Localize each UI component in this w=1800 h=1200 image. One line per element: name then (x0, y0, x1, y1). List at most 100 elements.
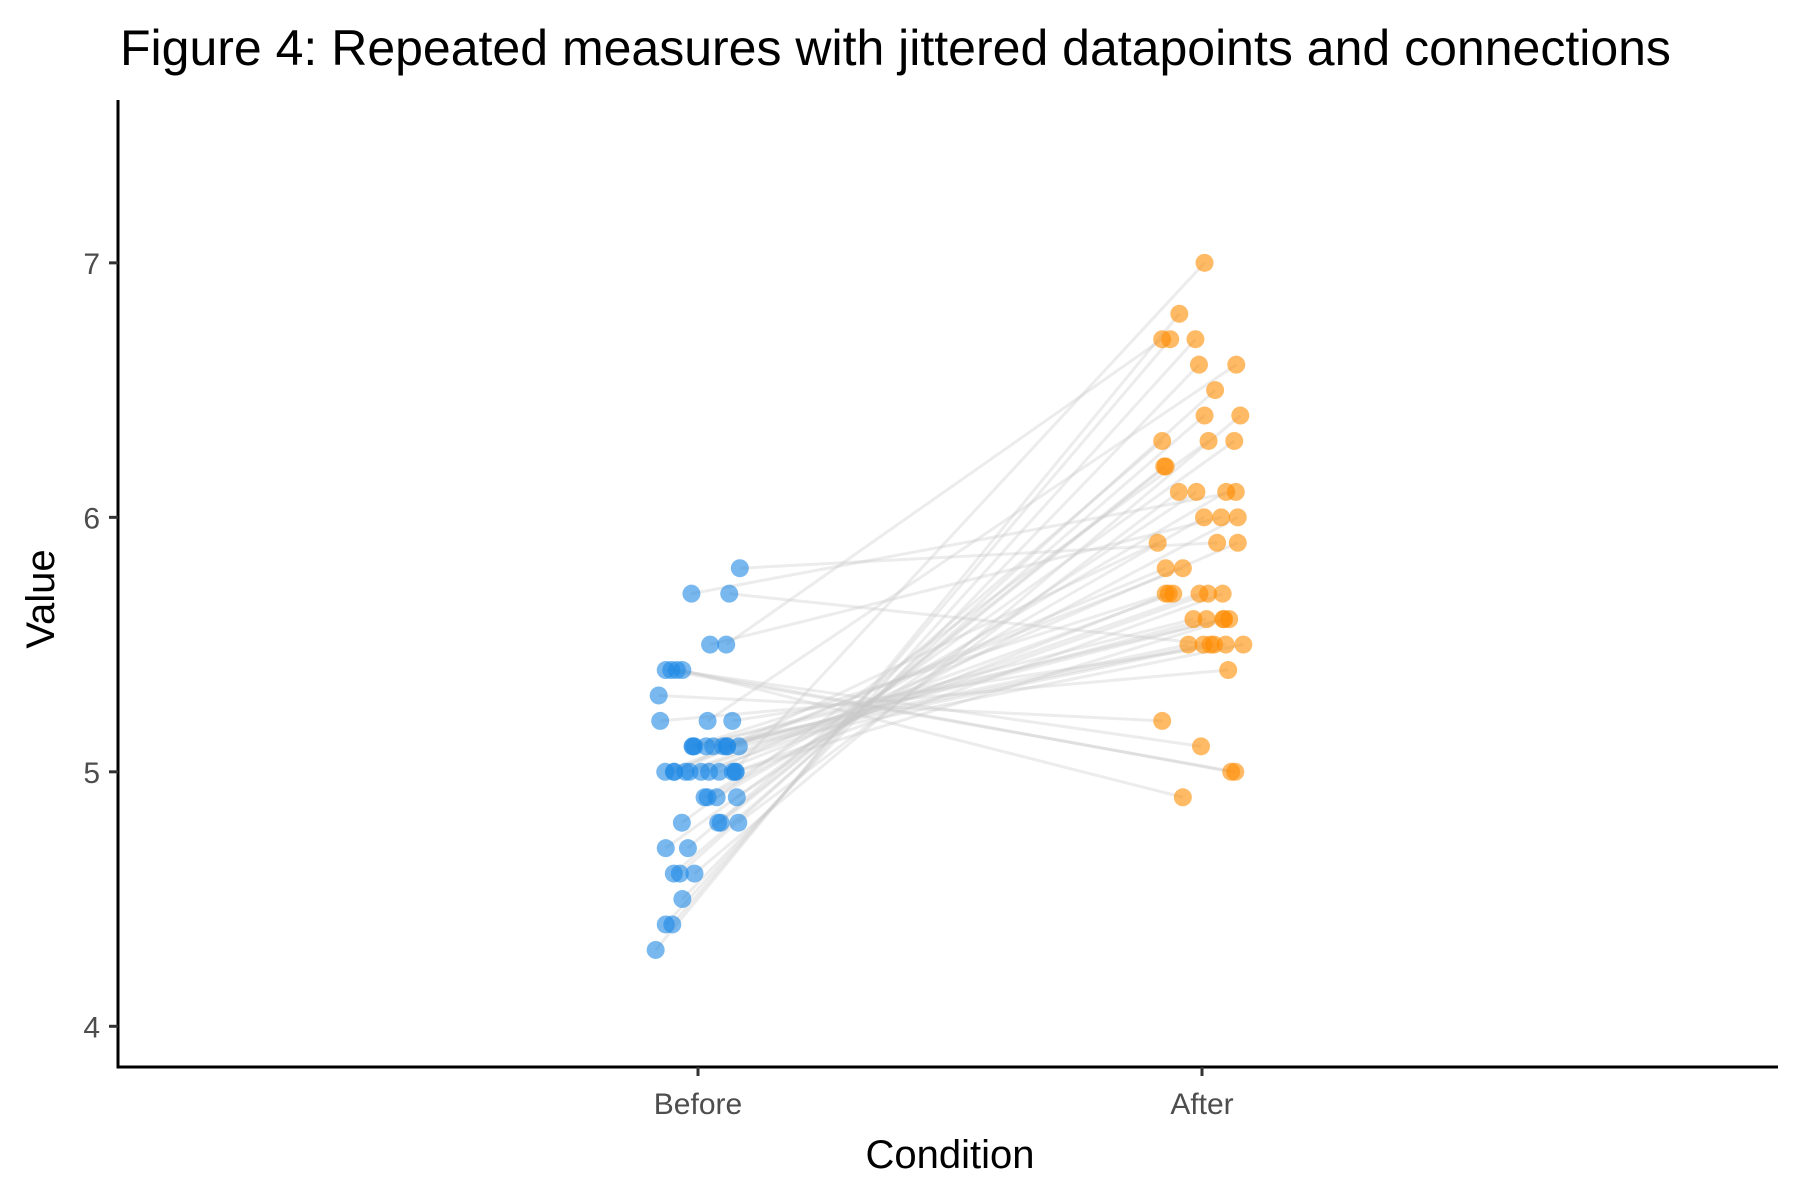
after-point (1212, 508, 1231, 527)
after-point (1191, 737, 1210, 756)
connection-line (664, 566, 1184, 774)
after-point (1153, 330, 1172, 349)
before-point (672, 813, 691, 832)
before-point (673, 661, 692, 680)
after-point (1156, 559, 1175, 578)
connection-line (709, 515, 1222, 647)
after-point (1173, 788, 1192, 807)
x-tick-label-after: After (1170, 1088, 1233, 1121)
connection-line (705, 643, 1189, 748)
connection-line (712, 643, 1204, 748)
connection-line (735, 490, 1198, 799)
after-point (1153, 711, 1172, 730)
connection-line (726, 617, 1207, 748)
after-point (1199, 431, 1218, 450)
after-point (1231, 406, 1250, 425)
connection-line (731, 261, 1206, 773)
connection-line (682, 668, 1184, 799)
after-point (1187, 482, 1206, 501)
after-point (1195, 253, 1214, 272)
before-point (651, 711, 670, 730)
connection-line (738, 643, 1244, 748)
connection-line (703, 490, 1227, 799)
connection-line (708, 541, 1239, 774)
after-point (1170, 304, 1189, 323)
after-point (1226, 482, 1245, 501)
before-point (709, 813, 728, 832)
after-point (1169, 482, 1188, 501)
after-point (1215, 610, 1234, 629)
y-tick-label: 4 (83, 1011, 100, 1044)
connection-line (734, 592, 1224, 774)
connection-line (691, 490, 1237, 596)
connection-line (673, 541, 1159, 774)
connection-line (706, 363, 1238, 723)
after-point (1228, 533, 1247, 552)
after-point (1197, 610, 1216, 629)
before-point (723, 762, 742, 781)
connection-line (680, 439, 1210, 824)
before-point (685, 864, 704, 883)
connection-line (694, 617, 1224, 748)
after-point (1195, 508, 1214, 527)
after-point (1199, 584, 1218, 603)
data-points (646, 253, 1253, 959)
connection-line (672, 414, 1206, 875)
connection-line (664, 439, 1236, 850)
chart-title: Figure 4: Repeated measures with jittere… (120, 20, 1671, 76)
before-point (646, 940, 665, 959)
connection-line (735, 617, 1230, 774)
connection-line (715, 516, 1205, 799)
before-point (698, 711, 717, 730)
before-point (697, 737, 716, 756)
before-point (710, 762, 729, 781)
connection-line (676, 668, 1232, 774)
after-point (1173, 559, 1192, 578)
connection-lines (654, 261, 1244, 951)
after-point (1228, 508, 1247, 527)
before-point (673, 890, 692, 909)
after-point (1234, 635, 1253, 654)
before-point (656, 915, 675, 934)
y-tick-label: 6 (83, 502, 100, 535)
before-point (683, 737, 702, 756)
before-point (682, 584, 701, 603)
connection-line (732, 643, 1226, 723)
connection-line (686, 439, 1164, 850)
after-point (1186, 330, 1205, 349)
connection-line (739, 541, 1218, 570)
connection-line (664, 338, 1197, 926)
connection-line (665, 668, 1236, 774)
before-point (723, 711, 742, 730)
before-point (656, 839, 675, 858)
connection-line (729, 592, 1215, 647)
before-point (701, 635, 720, 654)
after-point (1156, 584, 1175, 603)
after-point (1219, 661, 1238, 680)
after-point (1179, 635, 1198, 654)
connection-line (660, 668, 1229, 723)
connection-line (725, 337, 1164, 646)
after-point (1205, 635, 1224, 654)
after-point (1155, 457, 1174, 476)
y-tick-label: 7 (83, 248, 100, 281)
after-point (1222, 762, 1241, 781)
connection-line (692, 617, 1194, 748)
y-axis-label: Value (19, 549, 63, 648)
before-point (649, 686, 668, 705)
after-point (1227, 355, 1246, 374)
connection-line (691, 592, 1167, 748)
connection-line (678, 388, 1217, 875)
connection-line (671, 338, 1172, 926)
x-axis-label: Condition (865, 1133, 1034, 1177)
before-point (729, 737, 748, 756)
before-point (664, 864, 683, 883)
connection-line (681, 363, 1201, 901)
connection-line (688, 592, 1200, 774)
after-point (1189, 355, 1208, 374)
connection-line (693, 414, 1242, 875)
before-point (730, 559, 749, 578)
connection-line (654, 312, 1181, 951)
connection-line (700, 592, 1209, 774)
